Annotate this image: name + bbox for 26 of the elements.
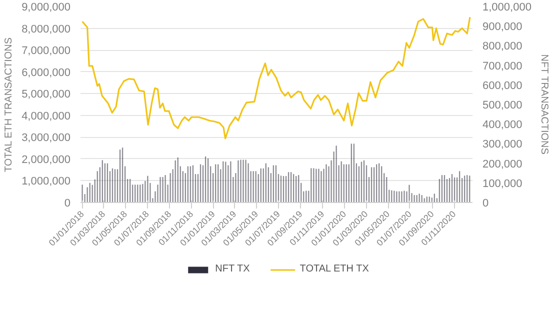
y2-tick-label: 400,000 <box>482 119 522 132</box>
legend-label: TOTAL ETH TX <box>300 264 369 274</box>
y2-tick-label: 800,000 <box>482 40 522 53</box>
y-tick-label: 4,000,000 <box>22 110 70 122</box>
y2-tick-label: 300,000 <box>482 138 522 151</box>
y2-tick-label: 500,000 <box>482 100 522 112</box>
line-series <box>81 16 471 140</box>
y-tick-label: 8,000,000 <box>22 23 70 36</box>
y-axis-title: TOTAL ETH TRANSACTIONS <box>4 37 15 172</box>
y-tick-label: 7,000,000 <box>22 45 70 58</box>
y2-tick-label: 1,000,000 <box>482 2 532 14</box>
y-tick-label: 5,000,000 <box>22 88 70 101</box>
y-tick-label: 1,000,000 <box>22 176 70 188</box>
y2-tick-label: 100,000 <box>482 178 522 190</box>
y-tick-label: 3,000,000 <box>22 132 70 144</box>
y-tick-label: 9,000,000 <box>22 2 70 14</box>
y-tick-label: 2,000,000 <box>22 154 70 166</box>
y2-tick-label: 200,000 <box>482 158 522 170</box>
y-tick-label: 6,000,000 <box>22 66 70 79</box>
y2-tick-label: 700,000 <box>482 60 522 72</box>
y-tick-label: 0 <box>64 198 71 210</box>
legend-label: NFT TX <box>215 264 250 274</box>
y2-tick-label: 600,000 <box>482 80 522 92</box>
y2-tick-label: 900,000 <box>482 21 522 34</box>
y2-tick-label: 0 <box>482 198 489 210</box>
y2-axis-title: NFT TRANSACTIONS <box>538 54 550 155</box>
